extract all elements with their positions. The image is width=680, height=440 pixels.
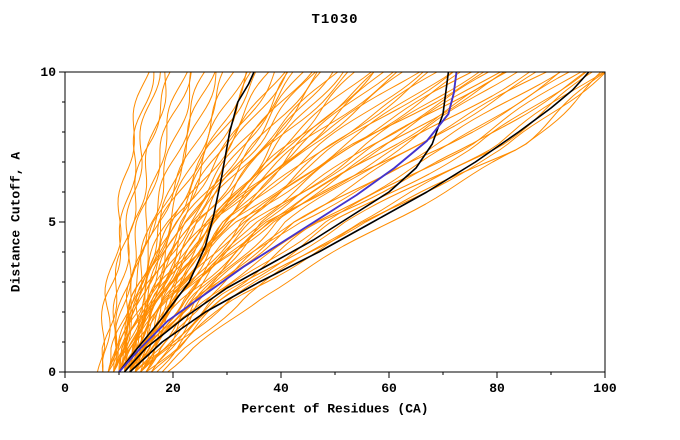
model-blue: [118, 72, 458, 372]
ensemble-curve: [123, 72, 235, 372]
ensemble-curve: [101, 72, 171, 372]
ensemble-curve: [107, 72, 349, 372]
x-tick-label: 0: [61, 381, 69, 396]
ensemble-curve: [150, 72, 518, 372]
ensemble-curve: [118, 72, 294, 372]
ensemble-curve: [140, 72, 505, 372]
y-tick-label: 0: [48, 365, 56, 380]
chart-title: T1030: [311, 12, 359, 28]
ensemble-curve: [107, 72, 224, 372]
ensemble-curve: [134, 72, 453, 372]
ensemble-curve: [151, 72, 587, 372]
ensemble-curve: [118, 72, 547, 372]
ensemble-curve: [129, 72, 247, 372]
ensemble-curve: [140, 72, 605, 372]
ensemble-curve: [134, 72, 604, 372]
ensemble-curve: [118, 72, 484, 372]
ensemble-curve: [156, 72, 561, 372]
ensemble-curve: [107, 72, 286, 372]
ensemble-curve: [129, 72, 288, 372]
ensemble-curve: [124, 72, 454, 372]
x-tick-label: 80: [489, 381, 505, 396]
ensemble-curve: [96, 72, 155, 372]
ensemble-curve: [107, 72, 161, 372]
x-tick-label: 60: [381, 381, 397, 396]
ensemble-curve: [124, 72, 570, 372]
model-black-3: [129, 72, 590, 372]
ensemble-curve: [167, 72, 602, 372]
x-axis-label: Percent of Residues (CA): [241, 401, 429, 417]
x-tick-label: 20: [165, 381, 181, 396]
ensemble-curve: [113, 72, 420, 372]
ensemble-curve: [113, 72, 313, 372]
ensemble-curve: [161, 72, 593, 372]
y-tick-label: 5: [48, 215, 56, 230]
curves-layer: [96, 72, 605, 372]
ensemble-curve: [129, 72, 507, 372]
ensemble-curve: [145, 72, 605, 372]
ensemble-curve: [129, 72, 586, 372]
ensemble-curve: [113, 72, 375, 372]
ensemble-curve: [113, 72, 248, 372]
ensemble-curve: [123, 72, 398, 372]
ensemble-curve: [107, 72, 192, 372]
ensemble-curve: [118, 72, 438, 372]
ensemble-curve: [118, 72, 275, 372]
x-tick-label: 100: [593, 381, 617, 396]
model-black-2: [123, 72, 450, 372]
ensemble-curve: [124, 72, 505, 372]
x-tick-label: 40: [273, 381, 289, 396]
ensemble-curve: [129, 72, 289, 372]
y-tick-label: 10: [40, 65, 56, 80]
ensemble-curve: [129, 72, 216, 372]
ensemble-curve: [118, 72, 394, 372]
ensemble-curve: [113, 72, 316, 372]
model-black-1: [118, 72, 255, 372]
ensemble-curve: [113, 72, 257, 372]
